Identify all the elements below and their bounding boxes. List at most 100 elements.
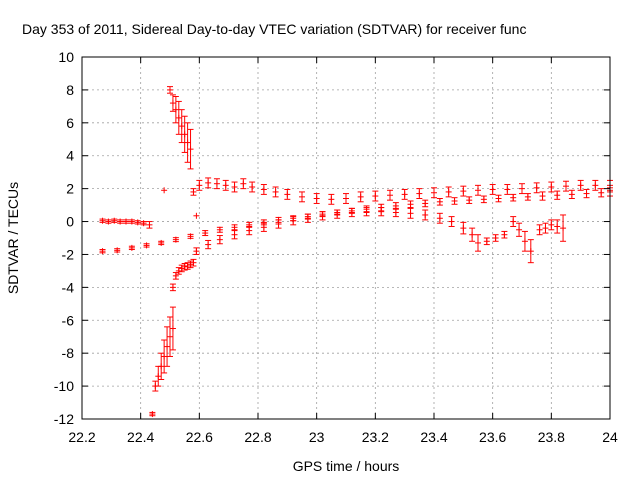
data-point xyxy=(548,181,555,193)
data-point xyxy=(475,234,481,252)
data-point xyxy=(240,178,247,190)
x-tick-label: 23.2 xyxy=(362,429,389,445)
data-point xyxy=(560,214,567,242)
data-point xyxy=(422,199,429,208)
data-point xyxy=(401,188,408,200)
data-point xyxy=(246,225,253,236)
data-point xyxy=(407,200,414,209)
data-point xyxy=(563,180,569,192)
x-axis-label: GPS time / hours xyxy=(293,458,400,474)
data-point xyxy=(598,188,605,198)
data-point xyxy=(172,95,179,124)
data-point xyxy=(436,212,443,224)
data-point xyxy=(117,218,124,225)
data-point xyxy=(583,188,590,199)
data-point xyxy=(260,222,267,232)
data-point xyxy=(169,283,176,292)
data-point xyxy=(489,184,496,195)
data-point xyxy=(216,226,223,233)
data-point xyxy=(190,188,197,196)
data-point xyxy=(169,306,176,351)
data-point xyxy=(328,193,335,205)
y-tick-label: -10 xyxy=(54,378,74,394)
data-point xyxy=(231,230,238,240)
x-tick-label: 24 xyxy=(602,429,618,445)
data-point xyxy=(519,183,525,195)
series-satellite-g xyxy=(169,258,197,292)
data-point xyxy=(448,216,455,227)
data-point xyxy=(568,189,575,200)
data-point xyxy=(193,247,200,255)
axis-ticks: 22.2 22.4 22.6 22.8 23 23.2 23.4 23.6 23.8 24-12-… xyxy=(54,49,618,445)
data-point xyxy=(111,217,118,224)
data-point xyxy=(334,209,341,219)
data-point xyxy=(216,235,223,245)
data-point xyxy=(196,179,203,191)
data-point xyxy=(577,179,584,191)
x-tick-label: 23 xyxy=(309,429,325,445)
data-point xyxy=(313,193,320,204)
data-point xyxy=(542,222,549,234)
data-point xyxy=(275,219,282,229)
series-satellite-f xyxy=(149,306,176,418)
data-point xyxy=(143,242,150,249)
data-point xyxy=(363,207,370,217)
y-tick-label: 2 xyxy=(66,181,74,197)
data-point xyxy=(205,177,212,189)
data-point xyxy=(175,100,182,135)
data-point xyxy=(460,185,467,197)
data-point xyxy=(272,186,279,198)
data-point xyxy=(475,184,481,196)
data-point xyxy=(193,212,200,219)
data-point xyxy=(304,213,311,223)
data-point xyxy=(99,217,106,224)
data-point xyxy=(290,216,297,226)
data-point xyxy=(178,109,185,144)
x-tick-label: 23.4 xyxy=(420,429,447,445)
data-point xyxy=(319,211,326,221)
data-point xyxy=(169,94,176,112)
series-satellite-b xyxy=(193,207,567,264)
y-tick-label: 0 xyxy=(66,214,74,230)
data-point xyxy=(134,219,141,226)
data-point xyxy=(231,224,238,231)
data-point xyxy=(533,182,540,194)
data-point xyxy=(451,197,458,205)
data-point xyxy=(249,181,256,193)
y-tick-label: 4 xyxy=(66,148,74,164)
data-point xyxy=(299,191,305,203)
data-point xyxy=(445,186,452,198)
series-satellite-d xyxy=(99,217,153,229)
data-point xyxy=(260,184,267,195)
y-tick-label: -8 xyxy=(62,345,75,361)
data-point xyxy=(554,190,561,200)
data-point xyxy=(184,122,191,163)
chart-title: Day 353 of 2011, Sidereal Day-to-day VTE… xyxy=(22,21,526,37)
data-point xyxy=(222,179,229,191)
data-point xyxy=(548,219,555,231)
data-point xyxy=(378,207,385,217)
data-point xyxy=(392,207,399,218)
data-point xyxy=(504,184,511,195)
y-tick-label: -12 xyxy=(54,411,74,427)
data-point xyxy=(123,218,129,225)
data-point xyxy=(172,236,179,243)
data-point xyxy=(483,237,490,246)
series-satellite-c xyxy=(190,177,613,205)
x-tick-label: 23.8 xyxy=(538,429,565,445)
data-point xyxy=(213,178,220,190)
data-point xyxy=(167,316,173,357)
y-tick-label: -6 xyxy=(62,312,75,328)
data-point xyxy=(190,258,197,267)
data-point xyxy=(469,227,476,242)
data-point xyxy=(155,365,162,387)
data-point xyxy=(387,189,393,201)
data-point xyxy=(501,230,508,239)
series-satellite-e xyxy=(167,86,194,170)
data-point xyxy=(422,209,429,221)
data-point xyxy=(158,239,165,246)
data-point xyxy=(524,193,531,201)
y-tick-label: -2 xyxy=(62,246,75,262)
y-tick-label: 8 xyxy=(66,82,74,98)
data-point xyxy=(431,187,437,199)
